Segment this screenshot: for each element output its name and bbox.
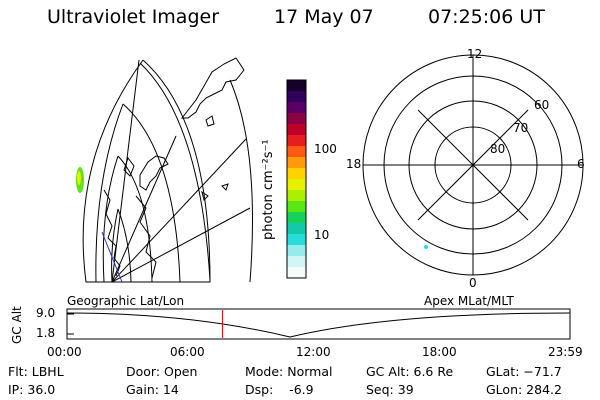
timeline-time-4: 23:59 [548,345,583,359]
date-label: 17 May 07 [274,6,374,28]
door-info: Door: Open [126,364,198,379]
colorbar-segment [287,190,306,202]
glon-info: GLon: 284.2 [486,382,562,397]
auroral-emission-core [77,171,81,185]
glat-info: GLat: −71.7 [486,364,562,379]
ip-info: IP: 36.0 [8,382,56,397]
timeline-ytick-high: 9.0 [36,306,56,320]
gc-alt-info: GC Alt: 6.6 Re [366,364,454,379]
timeline-ytick-low: 1.8 [36,326,56,340]
colorbar-segment [287,168,306,180]
colorbar-segment [287,113,306,125]
mlt-label-0: 0 [469,276,477,290]
timeline-chart [66,308,571,340]
colorbar-frame [286,79,307,279]
colorbar-unit-label: photon cm⁻²s⁻¹ [261,139,276,240]
colorbar-segment [287,80,306,92]
mlt-label-18: 18 [346,157,362,171]
timeline-time-3: 18:00 [422,345,457,359]
time-label: 07:25:06 UT [428,6,545,28]
timeline-frame [66,308,571,340]
timeline-time-2: 12:00 [296,345,331,359]
dsp-info: Dsp: -6.9 [245,382,314,397]
mlat-label-80: 80 [490,142,506,156]
colorbar-segment [287,212,306,224]
instrument-title: Ultraviolet Imager [47,6,220,28]
colorbar-segment [287,223,306,235]
colorbar-segment [287,245,306,257]
colorbar [287,80,306,279]
colorbar-segment [287,267,306,279]
colorbar-tick-10: 10 [314,228,330,242]
colorbar-segment [287,179,306,191]
colorbar-segment [287,91,306,103]
mode-info: Mode: Normal [245,364,333,379]
colorbar-tick-100: 100 [314,142,337,156]
colorbar-segment [287,157,306,169]
geographic-map [82,57,253,283]
timeline-axis-label: GC Alt [10,306,24,344]
polar-emission-spot [424,245,428,249]
gain-info: Gain: 14 [126,382,179,397]
seq-info: Seq: 39 [366,382,414,397]
mlt-label-12: 12 [467,47,483,61]
colorbar-segment [287,102,306,114]
colorbar-segment [287,256,306,268]
mlt-label-6: 6 [577,157,585,171]
polar-plot [362,54,584,276]
geographic-panel-label: Geographic Lat/Lon [67,294,185,308]
colorbar-segment [287,146,306,158]
altitude-curve [66,312,571,338]
colorbar-segment [287,124,306,136]
polar-panel-label: Apex MLat/MLT [424,294,514,308]
timeline-time-0: 00:00 [47,345,82,359]
colorbar-segment [287,201,306,213]
colorbar-segment [287,135,306,147]
mlat-label-70: 70 [513,121,529,135]
spacecraft-meridian-line [101,231,123,283]
filter-info: Flt: LBHL [8,364,64,379]
colorbar-segment [287,234,306,246]
mlat-label-60: 60 [534,98,550,112]
timeline-time-1: 06:00 [170,345,205,359]
